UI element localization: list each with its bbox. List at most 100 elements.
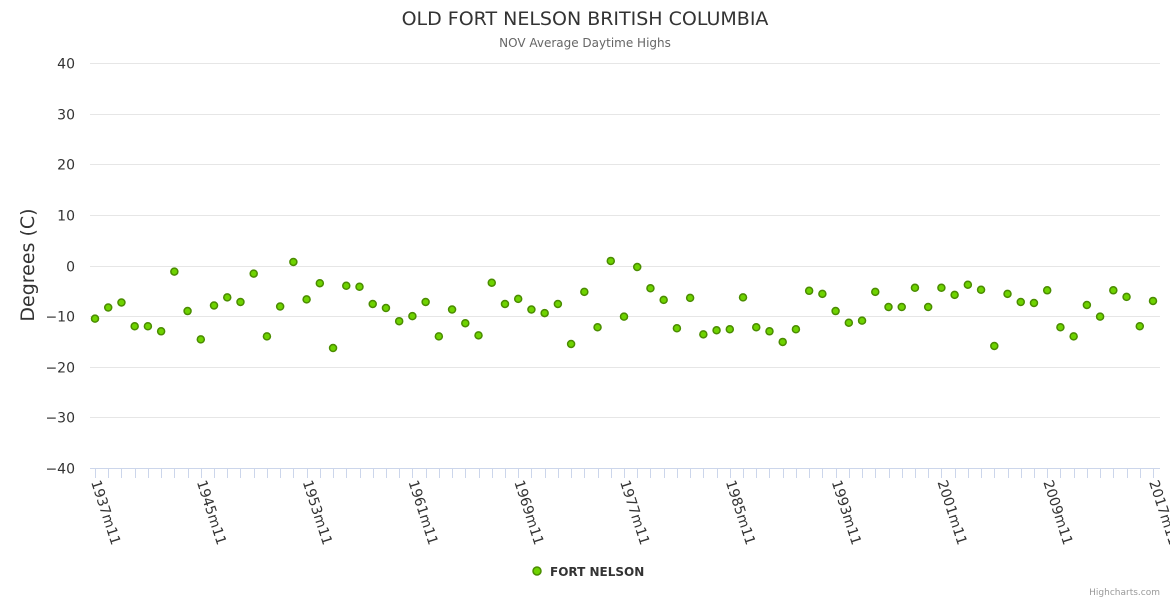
- data-point[interactable]: 1989m11: -15.1: [778, 337, 787, 347]
- data-point[interactable]: 1975m11: -12.2: [593, 323, 602, 332]
- data-point[interactable]: 1986m11: -6.3: [738, 293, 748, 302]
- data-point[interactable]: 1941m11: -12: [143, 322, 153, 331]
- data-point[interactable]: 1983m11: -13.6: [699, 330, 708, 339]
- chart-title: OLD FORT NELSON BRITISH COLUMBIA: [402, 8, 769, 30]
- y-axis-tick-labels: 40 30 20 10 0 −10 −20 −30 −40: [45, 57, 75, 478]
- data-point[interactable]: 1991m11: -5: [804, 286, 814, 296]
- data-point[interactable]: 1976m11: 0.9: [606, 256, 616, 266]
- data-point[interactable]: 2015m11: -6.2: [1122, 292, 1131, 302]
- data-point[interactable]: 1990m11: -12.6: [791, 325, 801, 334]
- data-point[interactable]: 1988m11: -13: [765, 327, 774, 336]
- data-point[interactable]: 1937m11: -10.5: [90, 314, 100, 323]
- data-point[interactable]: 1980m11: -6.8: [659, 295, 668, 305]
- data-point[interactable]: 2017m11: -7: [1148, 296, 1158, 306]
- data-point[interactable]: 1961m11: -10: [408, 311, 417, 321]
- data-point[interactable]: 1955m11: -16.3: [328, 343, 338, 353]
- data-point[interactable]: 1949m11: -1.6: [249, 269, 258, 278]
- data-point[interactable]: 1963m11: -14: [434, 332, 444, 341]
- data-point[interactable]: 1993m11: -9: [831, 306, 840, 316]
- x-tick-label: 1977m11: [616, 478, 652, 547]
- x-tick-label: 1937m11: [87, 478, 123, 547]
- x-tick-label: 2017m11: [1145, 478, 1170, 547]
- data-point[interactable]: 1962m11: -7.2: [421, 297, 430, 307]
- data-point[interactable]: 1972m11: -7.6: [553, 299, 563, 309]
- data-point[interactable]: 1984m11: -12.8: [712, 326, 721, 335]
- data-point[interactable]: 1971m11: -9.4: [540, 308, 549, 318]
- data-point[interactable]: 1965m11: -11.4: [461, 318, 470, 328]
- y-axis-title: Degrees (C): [17, 208, 39, 321]
- data-point[interactable]: 2011m11: -14: [1069, 332, 1078, 341]
- data-point[interactable]: 1960m11: -11: [394, 316, 404, 326]
- data-point[interactable]: 1945m11: -14.6: [196, 335, 206, 344]
- data-point[interactable]: 1966m11: -13.8: [474, 331, 483, 340]
- data-point[interactable]: 2010m11: -12.2: [1056, 323, 1065, 332]
- data-point[interactable]: 2013m11: -10.1: [1095, 312, 1105, 321]
- data-point[interactable]: 1943m11: -1.2: [170, 267, 179, 276]
- data-point[interactable]: 2008m11: -7.4: [1029, 298, 1039, 308]
- data-point[interactable]: 1940m11: -12: [130, 322, 139, 331]
- data-point[interactable]: 2004m11: -4.8: [976, 285, 986, 295]
- data-point[interactable]: 2006m11: -5.6: [1003, 289, 1012, 299]
- data-point[interactable]: 1939m11: -7.3: [117, 298, 126, 307]
- data-point[interactable]: 1944m11: -9: [183, 306, 192, 316]
- data-point[interactable]: 1987m11: -12.2: [752, 323, 761, 332]
- credits-link[interactable]: Highcharts.com: [1089, 588, 1160, 598]
- data-point[interactable]: 2012m11: -7.8: [1082, 300, 1092, 310]
- data-point[interactable]: 1985m11: -12.6: [725, 325, 735, 334]
- data-point[interactable]: 1978m11: -0.3: [632, 262, 642, 272]
- data-point[interactable]: 1957m11: -4.2: [355, 282, 364, 292]
- data-point[interactable]: 1973m11: -15.5: [566, 339, 576, 349]
- data-point[interactable]: 1968m11: -7.6: [500, 299, 510, 309]
- data-point[interactable]: 1946m11: -7.9: [209, 301, 219, 310]
- data-point[interactable]: 2001m11: -4.4: [937, 283, 946, 293]
- data-point[interactable]: 2002m11: -5.8: [950, 290, 959, 300]
- data-point[interactable]: 1947m11: -6.3: [223, 293, 232, 302]
- data-point[interactable]: 2007m11: -7.2: [1016, 297, 1025, 307]
- series-fort-nelson[interactable]: 1937m11: -10.51938m11: -8.3 1939m11: -7.3…: [90, 256, 1158, 353]
- data-point[interactable]: 1967m11: -3.4: [487, 278, 496, 287]
- data-point[interactable]: 2016m11: -12: [1135, 322, 1145, 331]
- x-axis-tick-labels: 1937m11 1945m11 1953m11 1961m11 1969m11 1977m…: [87, 478, 1170, 547]
- data-point[interactable]: 1959m11: -8.4: [381, 303, 391, 313]
- data-point[interactable]: 1995m11: -10.9: [857, 316, 867, 325]
- data-point[interactable]: 1951m11: -8.1: [275, 302, 285, 311]
- data-point[interactable]: 1999m11: -4.4: [910, 283, 920, 293]
- data-point[interactable]: 2005m11: -15.9: [990, 341, 999, 351]
- data-point[interactable]: 1942m11: -13: [156, 327, 166, 336]
- data-point[interactable]: 1977m11: -10.1: [619, 312, 629, 321]
- data-point[interactable]: 1958m11: -7.6: [368, 299, 377, 309]
- data-point[interactable]: 1992m11: -5.6: [818, 289, 827, 299]
- x-tick-label: 2001m11: [934, 478, 970, 547]
- data-point[interactable]: 1970m11: -8.7: [527, 305, 536, 314]
- y-tick-label: 0: [66, 260, 75, 276]
- data-point[interactable]: 1953m11: -6.7: [302, 295, 311, 304]
- legend-item-fort-nelson[interactable]: FORT NELSON: [532, 565, 644, 579]
- data-point[interactable]: 1954m11: -3.5: [315, 278, 325, 288]
- y-tick-label: 30: [57, 108, 75, 124]
- data-point[interactable]: 1996m11: -5.2: [871, 287, 880, 297]
- data-point[interactable]: 1998m11: -8.2: [897, 302, 906, 312]
- data-point[interactable]: 1994m11: -11.3: [844, 318, 854, 327]
- data-point[interactable]: 1964m11: -8.7: [447, 305, 457, 314]
- data-point[interactable]: 2009m11: -4.9: [1042, 286, 1052, 295]
- data-point[interactable]: 1981m11: -12.4: [672, 324, 682, 333]
- data-point[interactable]: 1997m11: -8.2: [884, 302, 893, 312]
- data-point[interactable]: 2000m11: -8.2: [923, 302, 933, 312]
- data-point[interactable]: 1952m11: 0.7: [289, 257, 298, 267]
- x-tick-label: 2009m11: [1039, 478, 1075, 547]
- data-point[interactable]: 1974m11: -5.2: [580, 287, 589, 297]
- data-point[interactable]: 1948m11: -7.2: [236, 297, 245, 307]
- legend-marker: [532, 566, 542, 576]
- data-point[interactable]: 2014m11: -4.9: [1109, 286, 1118, 295]
- data-point[interactable]: 2003m11: -3.8: [963, 280, 973, 289]
- x-tick-label: 1985m11: [722, 478, 758, 547]
- data-point[interactable]: 1938m11: -8.3: [103, 303, 113, 312]
- x-axis: [90, 468, 1160, 478]
- data-point[interactable]: 1969m11: -6.6: [513, 294, 523, 304]
- data-point[interactable]: 1950m11: -14: [262, 332, 272, 341]
- data-point[interactable]: 1956m11: -4: [342, 281, 351, 290]
- data-point[interactable]: 1979m11: -4.5: [646, 284, 655, 293]
- y-tick-label: −30: [45, 411, 75, 427]
- data-point[interactable]: 1982m11: -6.4: [685, 293, 695, 303]
